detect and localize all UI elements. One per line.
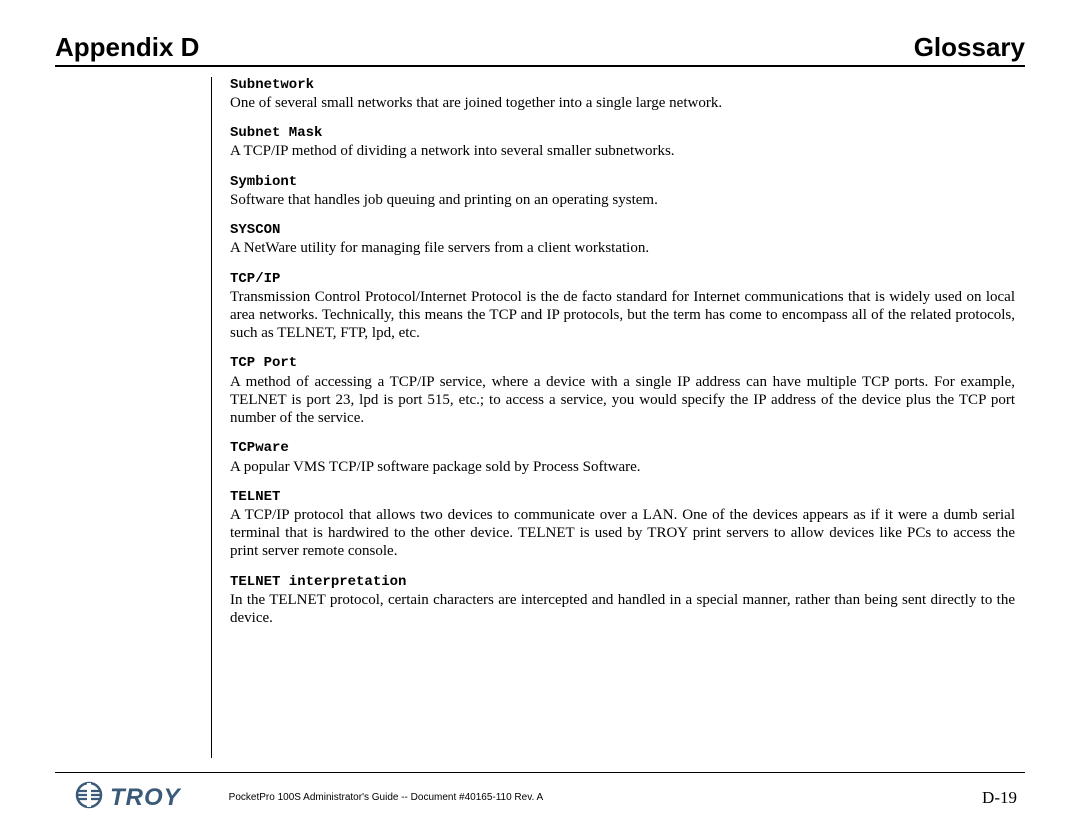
page-number: D-19 — [982, 788, 1017, 808]
glossary-term: Subnetwork — [230, 77, 1015, 94]
glossary-definition: Transmission Control Protocol/Internet P… — [230, 288, 1015, 343]
header-left-title: Appendix D — [55, 32, 199, 63]
glossary-entry: TELNETA TCP/IP protocol that allows two … — [230, 489, 1015, 561]
glossary-definition: Software that handles job queuing and pr… — [230, 191, 1015, 209]
document-id: PocketPro 100S Administrator's Guide -- … — [229, 792, 982, 803]
glossary-definition: In the TELNET protocol, certain characte… — [230, 591, 1015, 628]
glossary-definition: A TCP/IP protocol that allows two device… — [230, 506, 1015, 561]
page-footer: TROY PocketPro 100S Administrator's Guid… — [55, 781, 1025, 814]
glossary-term: TCPware — [230, 440, 1015, 457]
glossary-entry: SYSCONA NetWare utility for managing fil… — [230, 222, 1015, 257]
page-body: SubnetworkOne of several small networks … — [55, 77, 1025, 758]
glossary-entry: SubnetworkOne of several small networks … — [230, 77, 1015, 112]
glossary-term: Symbiont — [230, 174, 1015, 191]
brand-logo-text: TROY — [110, 784, 181, 812]
glossary-definition: One of several small networks that are j… — [230, 94, 1015, 112]
glossary-entry: TCP/IPTransmission Control Protocol/Inte… — [230, 271, 1015, 343]
glossary-definition: A method of accessing a TCP/IP service, … — [230, 373, 1015, 428]
glossary-definition: A popular VMS TCP/IP software package so… — [230, 458, 1015, 476]
vertical-rule — [211, 77, 212, 758]
glossary-entry: TCPwareA popular VMS TCP/IP software pac… — [230, 440, 1015, 475]
globe-icon — [75, 781, 103, 814]
glossary-term: TELNET — [230, 489, 1015, 506]
glossary-term: TCP/IP — [230, 271, 1015, 288]
glossary-entry: TELNET interpretationIn the TELNET proto… — [230, 574, 1015, 628]
brand-logo: TROY — [75, 781, 181, 814]
footer-rule — [55, 772, 1025, 773]
glossary-definition: A NetWare utility for managing file serv… — [230, 239, 1015, 257]
glossary-content: SubnetworkOne of several small networks … — [230, 77, 1025, 758]
document-page: Appendix D Glossary SubnetworkOne of sev… — [0, 0, 1080, 834]
header-right-title: Glossary — [914, 32, 1025, 63]
glossary-term: SYSCON — [230, 222, 1015, 239]
glossary-definition: A TCP/IP method of dividing a network in… — [230, 142, 1015, 160]
page-header: Appendix D Glossary — [55, 32, 1025, 67]
glossary-entry: SymbiontSoftware that handles job queuin… — [230, 174, 1015, 209]
glossary-term: TELNET interpretation — [230, 574, 1015, 591]
glossary-term: Subnet Mask — [230, 125, 1015, 142]
glossary-entry: Subnet MaskA TCP/IP method of dividing a… — [230, 125, 1015, 160]
glossary-entry: TCP PortA method of accessing a TCP/IP s… — [230, 355, 1015, 427]
glossary-term: TCP Port — [230, 355, 1015, 372]
